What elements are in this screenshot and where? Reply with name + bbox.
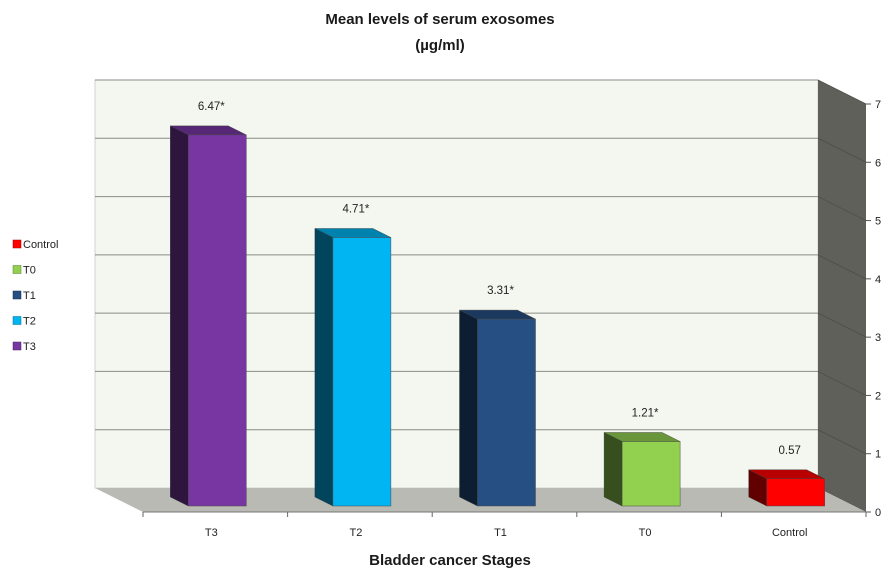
- x-category-label: Control: [772, 527, 807, 539]
- data-label: 6.47*: [198, 101, 225, 113]
- legend-swatch: [12, 265, 22, 274]
- side-gridline: [817, 254, 867, 280]
- side-gridline: [817, 137, 867, 163]
- bar: [603, 432, 681, 507]
- bar-side: [459, 309, 478, 507]
- y-tick-label: 5: [875, 216, 881, 228]
- x-category-label: T3: [205, 527, 218, 539]
- chart-title: Mean levels of serum exosomes: [325, 11, 554, 28]
- bar: [459, 309, 536, 507]
- data-label: 0.57: [779, 445, 801, 457]
- y-tick-label: 1: [875, 449, 881, 461]
- side-gridline: [817, 196, 867, 221]
- side-gridline: [817, 429, 867, 455]
- y-tick-label: 3: [875, 332, 881, 344]
- legend: Control T0 T1 T2 T3: [12, 239, 58, 353]
- x-category-label: T2: [349, 527, 362, 539]
- axes: 0 1 2 3 4 5 6 7 T3 T2 T1 T0 Control: [142, 99, 881, 539]
- y-tick-label: 0: [875, 507, 881, 519]
- data-label: 1.21*: [632, 407, 659, 419]
- bar-side: [170, 125, 189, 507]
- y-tick-label: 6: [875, 157, 881, 169]
- side-gridline: [817, 79, 867, 105]
- chart-subtitle: (µg/ml): [415, 37, 464, 54]
- legend-label: T1: [23, 290, 36, 302]
- side-gridline: [817, 371, 867, 396]
- data-label: 3.31*: [487, 285, 514, 297]
- legend-swatch: [12, 239, 22, 249]
- legend-swatch: [12, 290, 22, 300]
- bar: [748, 469, 825, 507]
- bars: [170, 125, 825, 507]
- bar-front: [188, 134, 247, 507]
- x-category-label: T1: [494, 527, 507, 539]
- y-tick-label: 2: [875, 390, 881, 402]
- bar-front: [766, 478, 825, 507]
- bar: [170, 125, 247, 507]
- y-tick-label: 4: [875, 274, 881, 286]
- legend-swatch: [12, 316, 22, 325]
- legend-swatch: [12, 341, 22, 351]
- legend-label: T2: [23, 316, 36, 328]
- x-category-label: T0: [639, 527, 652, 539]
- legend-label: Control: [23, 239, 58, 251]
- data-labels: 6.47* 4.71* 3.31* 1.21* 0.57: [198, 101, 801, 457]
- bar-front: [477, 318, 536, 507]
- x-axis-title: Bladder cancer Stages: [369, 552, 531, 569]
- bar-front: [621, 441, 681, 507]
- bar-side: [603, 432, 623, 507]
- bar-front: [332, 237, 392, 507]
- data-label: 4.71*: [342, 203, 369, 215]
- y-tick-label: 7: [875, 99, 881, 111]
- side-gridline: [817, 312, 867, 338]
- bar: [314, 228, 392, 507]
- legend-label: T0: [23, 265, 36, 277]
- legend-label: T3: [23, 341, 36, 353]
- bar-side: [314, 228, 334, 507]
- side-wall: [818, 80, 866, 512]
